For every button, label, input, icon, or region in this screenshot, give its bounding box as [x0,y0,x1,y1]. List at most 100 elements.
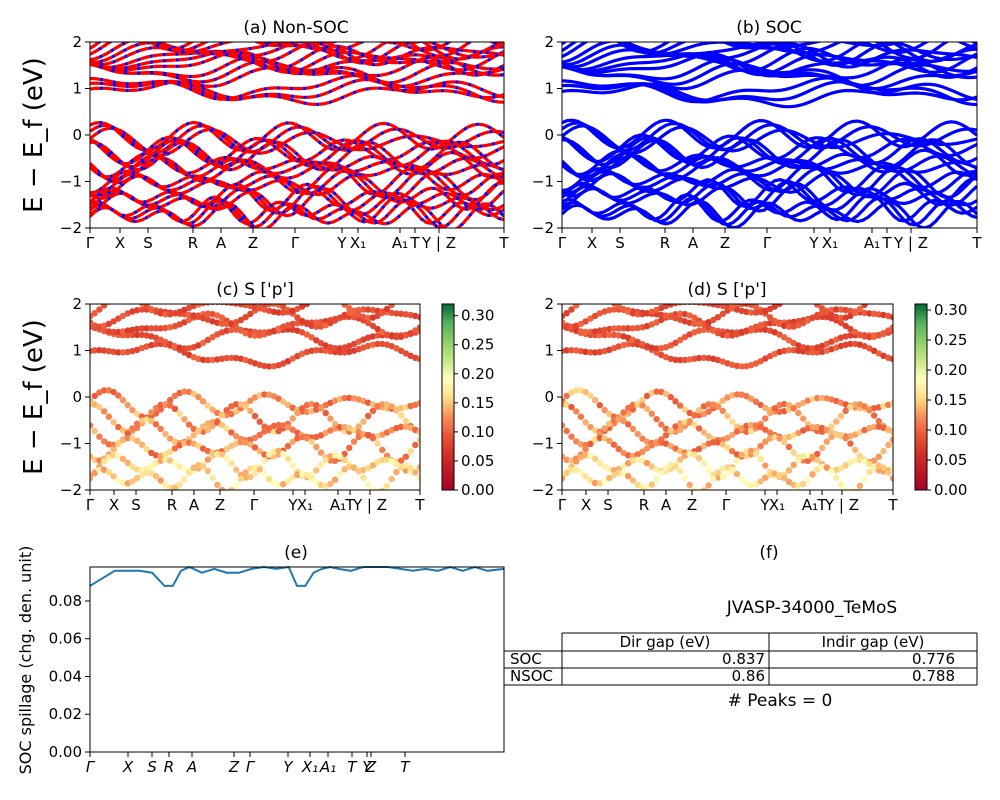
projection-point [364,481,372,488]
panel-c-ytick-label: 0 [72,388,82,406]
panel-a-ytick-label: 0 [72,126,82,144]
projection-point [842,462,849,469]
projection-point [757,442,764,450]
projection-point [190,304,197,310]
panel-c-xtick-label: A₁ [330,496,346,514]
projection-point [762,355,769,362]
projection-point [757,401,764,409]
colorbar-tick-label: 0.10 [934,421,967,439]
projection-point [204,310,212,317]
projection-point [374,332,381,339]
table-cell: 0.788 [912,667,955,685]
projection-point [653,476,660,483]
projection-point [629,457,637,464]
projection-point [714,439,722,446]
projection-point [658,421,665,428]
panel-c-title: (c) S ['p'] [216,280,294,300]
projection-point [412,441,419,449]
projection-point [597,293,603,299]
projection-point [402,311,410,318]
projection-point [284,478,292,485]
projection-point [587,477,594,484]
projection-point [308,474,315,482]
projection-point [596,480,603,487]
projection-point [218,412,226,419]
projection-point [237,439,245,446]
band-line [90,49,504,74]
projection-point [265,329,273,336]
projection-point [738,363,745,370]
projection-point [133,466,141,473]
projection-point [747,325,755,332]
projection-point [677,310,684,317]
panel-b-ytick-label: −1 [532,173,554,191]
projection-point [643,484,651,490]
projection-point [804,420,812,428]
table-cell: 0.776 [912,650,955,668]
band-line [562,42,977,56]
panel-e-xtick-label: Y [283,758,294,776]
projection-point [724,444,731,451]
projection-point [615,469,622,477]
projection-point [591,479,599,487]
projection-point [866,310,873,317]
projection-point [275,427,282,435]
band-line [90,184,504,215]
projection-point [143,469,150,477]
projection-point [875,453,882,460]
projection-point [795,482,802,489]
projection-point [369,306,377,314]
projection-point [110,318,117,325]
projection-point [166,435,174,442]
projection-point [388,458,395,465]
projection-point [828,468,835,475]
projection-point [729,392,736,399]
projection-point [705,324,712,331]
projection-point [729,448,736,455]
projection-point [658,311,665,318]
projection-point [270,448,278,455]
projection-point [577,469,585,476]
projection-point [837,306,845,313]
projection-point [152,421,160,428]
projection-point [880,447,887,455]
projection-point [417,293,423,299]
projection-point [341,456,348,464]
projection-point [195,427,202,434]
projection-point [866,345,873,352]
panel-a-xtick-label: T [498,234,509,252]
projection-point [814,456,821,464]
projection-point [828,338,835,345]
projection-point [842,435,849,442]
projection-point [152,473,160,480]
projection-point [568,347,575,354]
projection-point [115,452,122,460]
projection-point [346,463,353,470]
projection-point [124,332,131,339]
projection-point [686,481,693,488]
table-cell: 0.837 [722,650,765,668]
projection-point [265,391,273,398]
panel-d-xtick-label: A [661,496,672,514]
projection-point [119,349,127,356]
projection-point [795,342,802,349]
projection-point [889,475,893,482]
projection-point [261,457,268,464]
projection-point [294,314,301,321]
projection-point [766,409,774,417]
projection-point [214,481,221,488]
projection-point [360,474,367,481]
projection-point [91,392,98,400]
panel-d-xtick-label: X₁ [769,496,785,514]
projection-point [672,445,679,452]
projection-point [119,396,127,404]
projection-point [866,407,873,414]
projection-point [199,315,207,322]
projection-point [157,425,164,433]
projection-point [889,324,893,331]
projection-point [620,449,627,457]
projection-point [322,409,329,417]
band-line [562,193,977,223]
projection-point [96,466,103,474]
projection-point [228,410,235,418]
